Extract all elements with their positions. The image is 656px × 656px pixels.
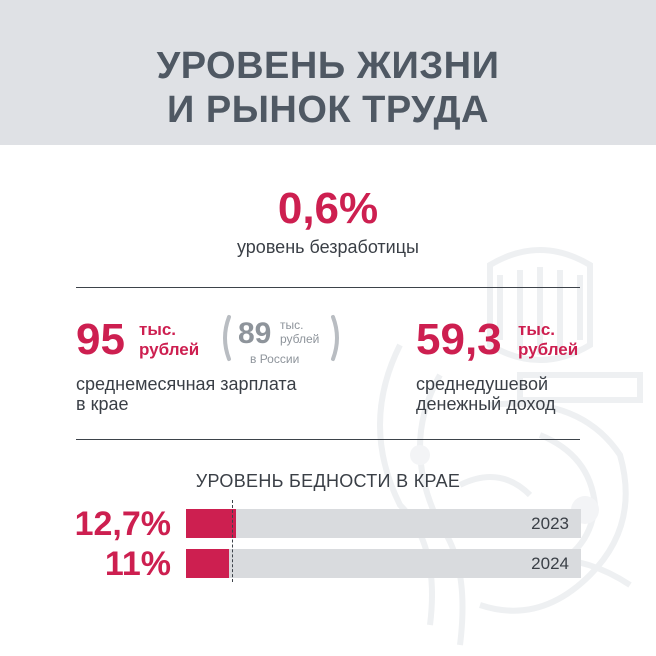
salary-caption: среднемесячная зарплата в крае xyxy=(76,374,296,414)
poverty-bar-track: 2024 xyxy=(186,549,581,578)
russia-salary-unit-line-2: рублей xyxy=(280,332,320,346)
income-unit: тыс. рублей xyxy=(518,320,578,360)
poverty-year-label: 2023 xyxy=(531,514,569,533)
unemployment-caption: уровень безработицы xyxy=(237,237,419,257)
page-title-line-1: УРОВЕНЬ ЖИЗНИ xyxy=(156,45,500,87)
salary-caption-line-1: среднемесячная зарплата xyxy=(76,374,297,394)
russia-salary-value: 89 xyxy=(238,317,272,350)
income-unit-line-1: тыс. xyxy=(518,320,556,339)
page-title-line-2: И РЫНОК ТРУДА xyxy=(167,89,489,131)
salary-unit-line-2: рублей xyxy=(139,340,200,359)
poverty-pct-label: 12,7% xyxy=(74,505,171,543)
salary-unit-line-1: тыс. xyxy=(139,320,177,339)
income-caption: среднедушевой денежный доход xyxy=(416,374,555,414)
income-value: 59,3 xyxy=(416,315,502,364)
poverty-title: УРОВЕНЬ БЕДНОСТИ В КРАЕ xyxy=(195,471,461,491)
poverty-dashed-marker xyxy=(232,500,233,582)
right-bracket-icon xyxy=(331,315,339,361)
poverty-bar-track: 2023 xyxy=(186,509,581,538)
poverty-row-2024: 11% 2024 xyxy=(0,544,656,584)
poverty-row-2023: 12,7% 2023 xyxy=(0,504,656,544)
russia-salary-caption: в России xyxy=(250,352,300,366)
header-banner: УРОВЕНЬ ЖИЗНИ И РЫНОК ТРУДА xyxy=(0,0,656,145)
poverty-bar-fill xyxy=(186,549,229,578)
poverty-pct-label: 11% xyxy=(104,545,171,583)
left-bracket-icon xyxy=(223,315,231,361)
russia-salary-unit: тыс. рублей xyxy=(280,318,319,346)
page-title: УРОВЕНЬ ЖИЗНИ И РЫНОК ТРУДА xyxy=(0,44,656,132)
salary-caption-line-2: в крае xyxy=(76,394,129,414)
salary-unit: тыс. рублей xyxy=(139,320,199,360)
coat-of-arms-watermark-icon xyxy=(368,247,643,646)
salary-value: 95 xyxy=(76,315,125,364)
russia-salary-unit-line-1: тыс. xyxy=(280,318,304,332)
unemployment-value: 0,6% xyxy=(277,184,379,233)
income-unit-line-2: рублей xyxy=(518,340,579,359)
poverty-bar-fill xyxy=(186,509,236,538)
divider-top xyxy=(76,287,580,288)
income-caption-line-1: среднедушевой xyxy=(416,374,549,394)
divider-bottom xyxy=(76,439,580,440)
poverty-year-label: 2024 xyxy=(531,554,569,573)
income-caption-line-2: денежный доход xyxy=(416,394,556,414)
